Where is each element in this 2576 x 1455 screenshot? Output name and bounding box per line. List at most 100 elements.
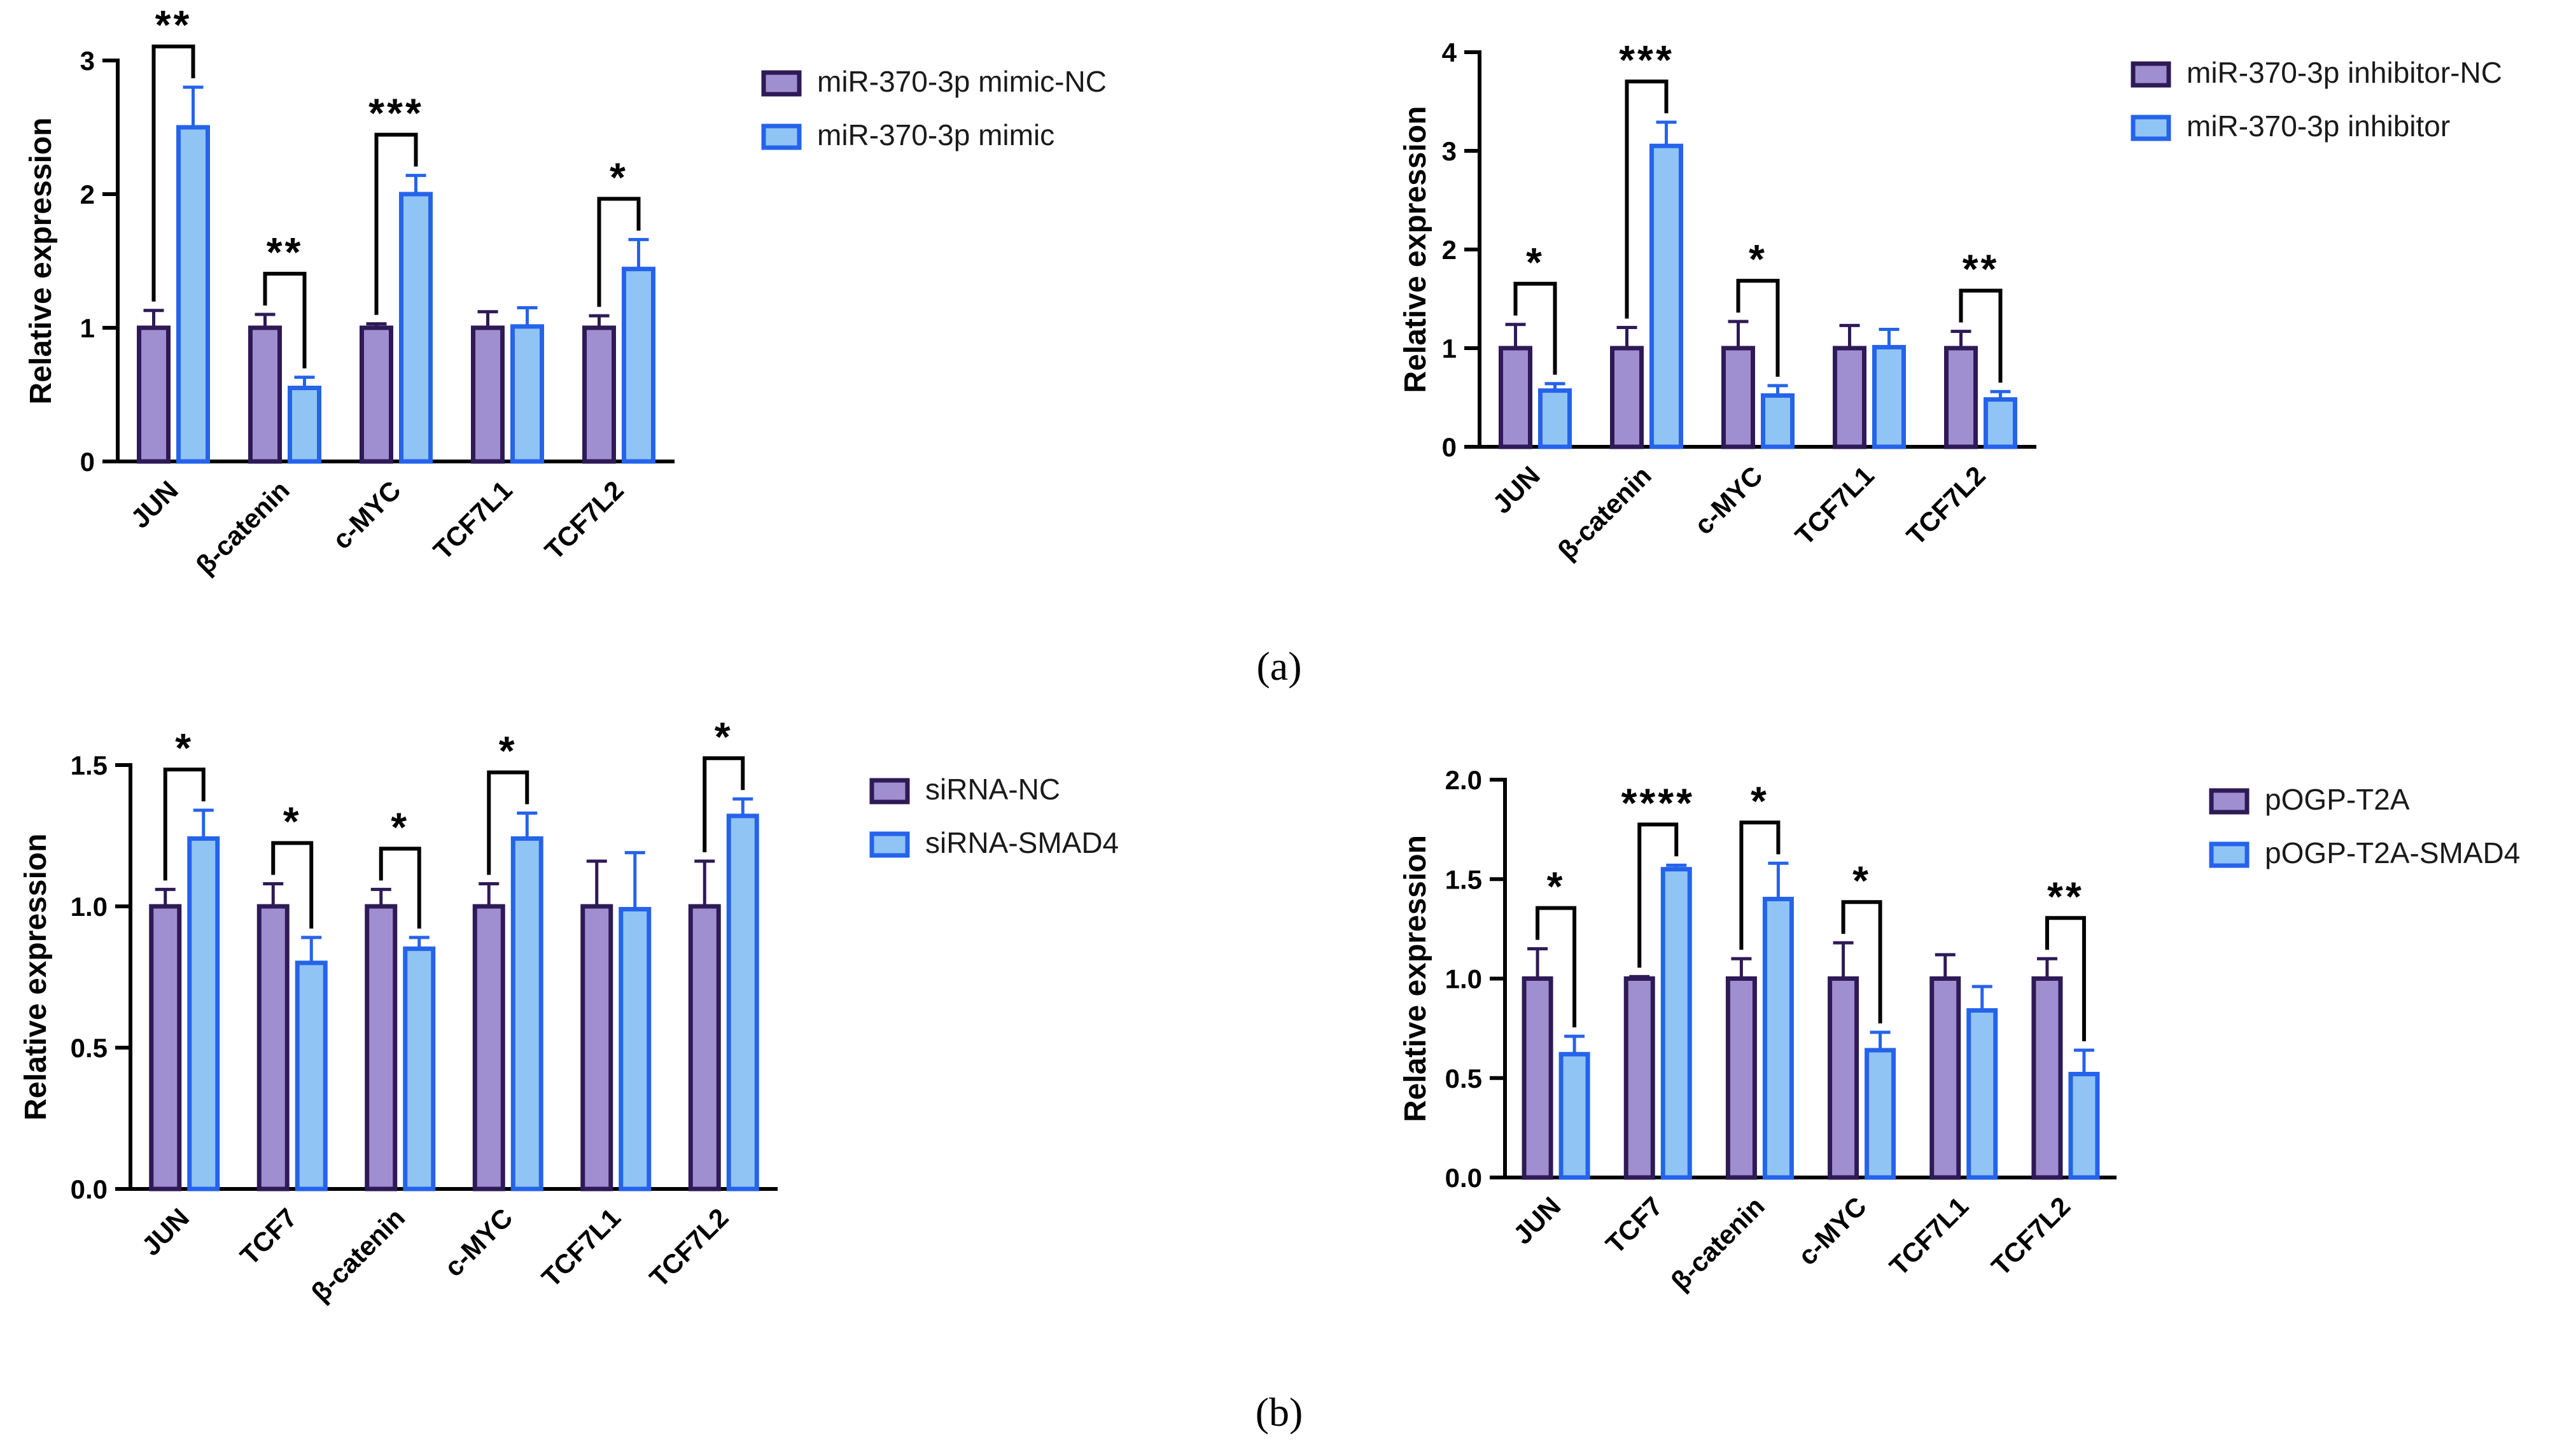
x-tick-label: TCF7 <box>234 1202 302 1270</box>
y-tick-label: 0.5 <box>1445 1064 1482 1093</box>
significance-label: * <box>499 728 517 773</box>
bar-treatment <box>2068 1072 2100 1180</box>
legend-label: siRNA-SMAD4 <box>925 826 1119 859</box>
y-axis-title: Relative expression <box>19 834 53 1121</box>
y-axis-title: Relative expression <box>1399 106 1432 393</box>
bar-control <box>472 904 505 1191</box>
y-tick-label: 2 <box>80 179 95 209</box>
legend-swatch <box>2209 788 2250 815</box>
significance-label: ** <box>1963 246 1999 292</box>
significance-bracket <box>2045 916 2086 1041</box>
x-tick-label: TCF7L1 <box>428 475 518 565</box>
bar-control <box>471 325 505 464</box>
x-tick-label: JUN <box>1487 460 1546 519</box>
chart-b-sirna: 0.0 0.5 1.0 1.5 Relative expression * JUN * TCF7… <box>19 713 1119 1307</box>
y-tick-label: 1 <box>80 313 95 343</box>
bar-control <box>1499 346 1532 449</box>
x-tick-label: β-catenin <box>1665 1191 1770 1296</box>
bar-treatment <box>1984 397 2017 449</box>
significance-label: * <box>175 725 193 771</box>
x-tick-label: JUN <box>1508 1191 1567 1250</box>
significance-bracket <box>1959 288 2003 383</box>
x-tick-label: JUN <box>125 475 184 534</box>
panel-label-a: (a) <box>1256 643 1301 689</box>
legend-swatch <box>761 70 802 97</box>
significance-bracket <box>1739 820 1781 950</box>
y-tick-label: 3 <box>80 46 95 76</box>
bar-control <box>365 904 398 1191</box>
bar-treatment <box>510 836 543 1191</box>
x-tick-label: TCF7L1 <box>536 1202 626 1293</box>
y-axis-title: Relative expression <box>24 118 58 405</box>
significance-label: * <box>391 804 409 850</box>
significance-label: * <box>715 713 733 759</box>
y-tick-label: 1.0 <box>71 892 108 922</box>
bar-control <box>1944 346 1978 449</box>
bar-treatment <box>1761 393 1795 449</box>
significance-label: ** <box>2047 873 2084 919</box>
bar-control <box>1828 976 1859 1180</box>
x-tick-label: c-MYC <box>438 1202 519 1283</box>
x-tick-label: β-catenin <box>305 1202 410 1307</box>
bar-control <box>1725 976 1757 1180</box>
significance-label: * <box>1749 236 1767 282</box>
bar-control <box>582 325 616 464</box>
y-tick-label: 1.5 <box>71 750 108 780</box>
significance-label: *** <box>1619 37 1674 83</box>
y-tick-label: 1.5 <box>1445 864 1482 894</box>
x-tick-label: β-catenin <box>1552 460 1657 565</box>
x-tick-label: c-MYC <box>1688 460 1768 540</box>
x-tick-label: TCF7L2 <box>643 1202 734 1293</box>
significance-bracket <box>1513 281 1557 375</box>
bar-treatment <box>1538 388 1572 449</box>
bar-treatment <box>187 836 220 1191</box>
y-tick-label: 0.5 <box>71 1033 108 1063</box>
bar-treatment <box>1966 1008 1998 1180</box>
bar-treatment <box>510 324 544 464</box>
bar-control <box>580 904 613 1191</box>
bar-treatment <box>399 192 433 464</box>
bar-control <box>1721 346 1755 449</box>
significance-bracket <box>1637 822 1679 968</box>
x-tick-label: TCF7L1 <box>1789 460 1880 551</box>
bar-control <box>137 325 171 464</box>
significance-label: * <box>610 154 628 200</box>
legend-swatch <box>869 778 910 805</box>
bar-treatment <box>622 267 655 464</box>
bar-treatment <box>1558 1051 1590 1180</box>
y-tick-label: 0.0 <box>71 1174 108 1204</box>
significance-bracket <box>487 770 529 875</box>
legend-swatch <box>2131 61 2171 88</box>
significance-label: * <box>1526 239 1544 285</box>
legend-swatch <box>2131 115 2171 141</box>
significance-bracket <box>597 197 641 307</box>
bar-treatment <box>1649 143 1683 449</box>
bar-treatment <box>726 813 759 1191</box>
y-tick-label: 2 <box>1442 235 1457 265</box>
legend-label: miR-370-3p mimic-NC <box>817 65 1107 98</box>
significance-label: * <box>1751 778 1769 824</box>
bar-treatment <box>1865 1048 1896 1180</box>
y-tick-label: 0.0 <box>1445 1163 1482 1193</box>
y-tick-label: 2.0 <box>1445 765 1482 795</box>
y-tick-label: 1 <box>1442 334 1457 363</box>
legend-swatch <box>869 831 910 858</box>
significance-label: ** <box>155 2 192 48</box>
x-tick-label: TCF7L2 <box>1985 1191 2076 1281</box>
bar-treatment <box>403 946 436 1191</box>
x-tick-label: TCF7L2 <box>1901 460 1991 551</box>
x-tick-label: β-catenin <box>190 475 295 580</box>
significance-bracket <box>379 847 421 929</box>
bar-treatment <box>1660 867 1692 1180</box>
bar-treatment <box>176 125 210 464</box>
significance-bracket <box>151 45 195 302</box>
legend-swatch <box>2209 841 2250 868</box>
bar-control <box>2031 976 2063 1180</box>
x-tick-label: c-MYC <box>1792 1191 1872 1271</box>
bar-control <box>688 904 721 1191</box>
legend-label: pOGP-T2A <box>2265 783 2410 816</box>
bar-control <box>1610 346 1644 449</box>
